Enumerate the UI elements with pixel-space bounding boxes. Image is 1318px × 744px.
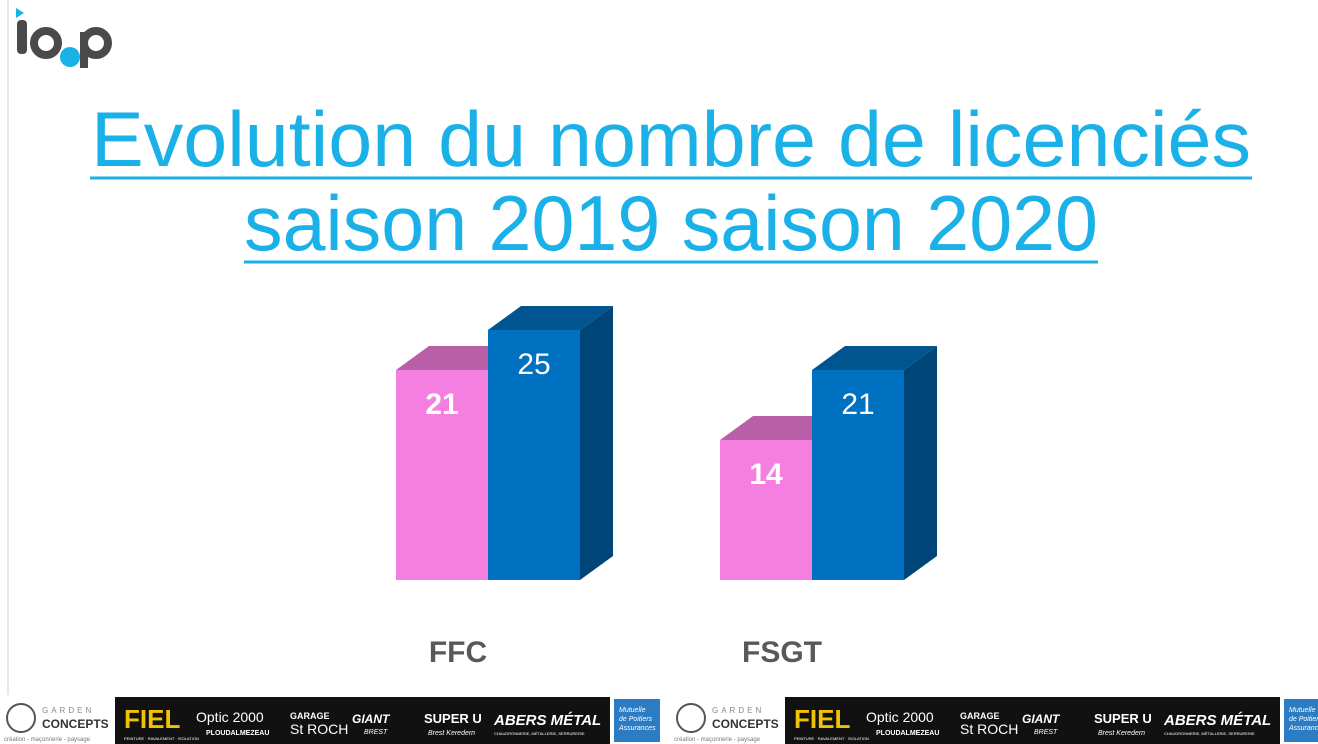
sponsor-text: Optic 2000 bbox=[866, 709, 934, 725]
data-label: 14 bbox=[749, 458, 783, 491]
logo-shape bbox=[60, 47, 80, 67]
sponsor-text: CHAUDRONNERIE, MÉTALLERIE, SERRURERIE bbox=[494, 731, 585, 736]
data-label: 21 bbox=[841, 388, 874, 421]
sponsor-text: ABERS MÉTAL bbox=[493, 712, 601, 729]
sponsor-banner: GARDEN CONCEPTS création - maçonnerie - pa… bbox=[0, 697, 1318, 744]
sponsor-text: Assurances bbox=[1288, 725, 1318, 732]
logo bbox=[16, 8, 112, 68]
bar bbox=[396, 370, 488, 580]
sponsor-text: FIEL bbox=[794, 704, 850, 734]
sponsor-bg bbox=[785, 697, 1280, 744]
sponsor-text: Mutuelle bbox=[1289, 707, 1316, 714]
bar-top bbox=[812, 346, 937, 370]
sponsor-bg bbox=[614, 699, 660, 742]
data-label: 21 bbox=[425, 388, 458, 421]
sponsor-text: de Poitiers bbox=[1289, 716, 1318, 723]
sponsor-text: PEINTURE · RAVALEMENT · ISOLATION bbox=[794, 736, 869, 741]
sponsor-text: St ROCH bbox=[960, 721, 1018, 737]
sponsor-text: GARDEN bbox=[42, 706, 94, 715]
bar-side bbox=[904, 346, 937, 580]
sponsor-text: PLOUDALMEZEAU bbox=[876, 730, 939, 737]
sponsor-text: GARDEN bbox=[712, 706, 764, 715]
sponsor-text: création - maçonnerie - paysage bbox=[4, 737, 91, 743]
sponsor-text: de Poitiers bbox=[619, 716, 653, 723]
chart-title: Evolution du nombre de licenciés bbox=[91, 95, 1251, 183]
sponsor-text: CHAUDRONNERIE, MÉTALLERIE, SERRURERIE bbox=[1164, 731, 1255, 736]
sponsor-strip: GARDEN CONCEPTS création - maçonnerie - pa… bbox=[0, 697, 660, 744]
x-tick-label: FFC bbox=[429, 636, 487, 669]
bar-side bbox=[580, 306, 613, 580]
sponsor-text: GARAGE bbox=[290, 711, 330, 721]
bar-top bbox=[488, 306, 613, 330]
logo-shape bbox=[80, 32, 88, 68]
sponsor-text: SUPER U bbox=[424, 711, 482, 726]
sponsor-text: Mutuelle bbox=[619, 707, 646, 714]
sponsor-text: CONCEPTS bbox=[42, 717, 109, 731]
sponsor-strip: GARDEN CONCEPTS création - maçonnerie - pa… bbox=[670, 697, 1318, 744]
sponsor-text: GIANT bbox=[352, 712, 391, 726]
sponsor-text: BREST bbox=[364, 729, 388, 736]
sponsor-icon bbox=[676, 703, 706, 733]
sponsor-text: Brest Keredern bbox=[428, 730, 475, 737]
sponsor-bg bbox=[115, 697, 610, 744]
sponsor-text: PEINTURE · RAVALEMENT · ISOLATION bbox=[124, 736, 199, 741]
data-label: 25 bbox=[517, 348, 550, 381]
logo-shape bbox=[30, 27, 62, 59]
sponsor-text: BREST bbox=[1034, 729, 1058, 736]
sponsor-icon bbox=[6, 703, 36, 733]
sponsor-text: Optic 2000 bbox=[196, 709, 264, 725]
sponsor-text: GARAGE bbox=[960, 711, 1000, 721]
sponsor-text: création - maçonnerie - paysage bbox=[674, 737, 761, 743]
sponsor-text: GIANT bbox=[1022, 712, 1061, 726]
sponsor-text: St ROCH bbox=[290, 721, 348, 737]
bar bbox=[812, 370, 904, 580]
x-tick-label: FSGT bbox=[742, 636, 822, 669]
sponsor-text: ABERS MÉTAL bbox=[1163, 712, 1271, 729]
sponsor-text: PLOUDALMEZEAU bbox=[206, 730, 269, 737]
sponsor-text: CONCEPTS bbox=[712, 717, 779, 731]
sponsor-bg bbox=[1284, 699, 1318, 742]
logo-shape bbox=[17, 20, 27, 54]
chart-title: saison 2019 saison 2020 bbox=[244, 179, 1098, 267]
bar bbox=[488, 330, 580, 580]
bar bbox=[720, 440, 812, 580]
sponsor-text: Assurances bbox=[618, 725, 656, 732]
chart: 21 25 FFC 14 21 FSGT bbox=[396, 306, 937, 669]
sponsor-text: Brest Keredern bbox=[1098, 730, 1145, 737]
sponsor-text: FIEL bbox=[124, 704, 180, 734]
logo-flag bbox=[16, 8, 24, 18]
sponsor-text: SUPER U bbox=[1094, 711, 1152, 726]
